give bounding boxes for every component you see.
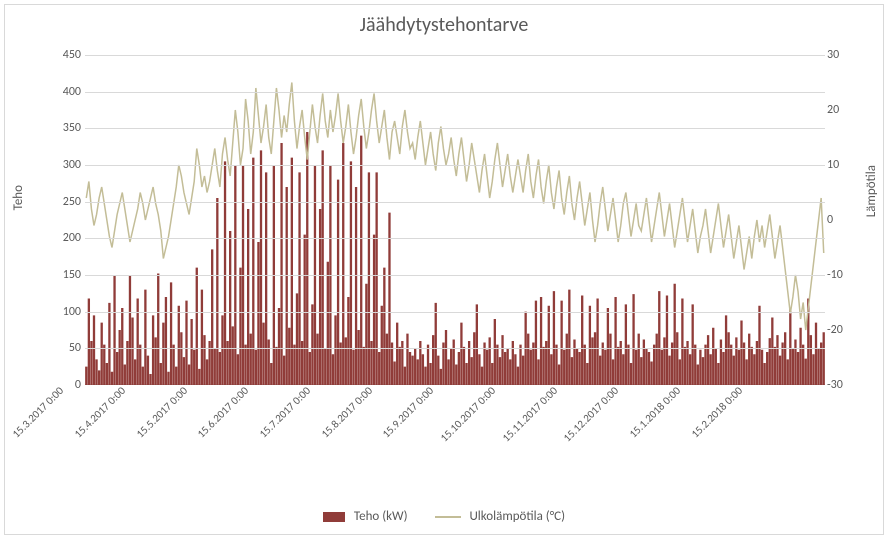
gridline	[85, 165, 825, 166]
y2-tick: 30	[827, 48, 877, 62]
chart-title: Jäähdytystehontarve	[5, 13, 883, 37]
y1-tick: 0	[5, 378, 81, 392]
legend: Teho (kW) Ulkolämpötila (°C)	[5, 509, 883, 524]
y1-tick: 200	[5, 231, 81, 245]
gridline	[85, 128, 825, 129]
y2-tick-labels: -30-20-100102030	[827, 55, 877, 385]
legend-label-temp: Ulkolämpötila (°C)	[469, 509, 565, 524]
y1-tick: 300	[5, 158, 81, 172]
y1-tick: 50	[5, 341, 81, 355]
x-tick-labels: 15.3.2017 0:0015.4.2017 0:0015.5.2017 0:…	[85, 387, 825, 487]
y2-tick: 0	[827, 213, 877, 227]
y1-tick: 350	[5, 121, 81, 135]
gridline	[85, 275, 825, 276]
y1-tick: 250	[5, 195, 81, 209]
y1-tick: 400	[5, 85, 81, 99]
legend-swatch-temp	[435, 516, 461, 518]
y1-tick: 100	[5, 305, 81, 319]
y1-tick: 150	[5, 268, 81, 282]
y2-tick: 20	[827, 103, 877, 117]
legend-label-teho: Teho (kW)	[354, 509, 408, 524]
y1-tick-labels: 050100150200250300350400450	[5, 55, 81, 385]
y2-tick: -20	[827, 323, 877, 337]
plot-area	[85, 55, 825, 385]
gridline	[85, 312, 825, 313]
gridline	[85, 92, 825, 93]
y2-tick: 10	[827, 158, 877, 172]
gridline	[85, 238, 825, 239]
y1-tick: 450	[5, 48, 81, 62]
data-layer	[85, 55, 825, 385]
legend-swatch-teho	[323, 512, 345, 522]
gridline	[85, 202, 825, 203]
gridline	[85, 348, 825, 349]
y2-tick: -10	[827, 268, 877, 282]
gridline	[85, 55, 825, 56]
y2-tick: -30	[827, 378, 877, 392]
chart-frame: Jäähdytystehontarve Teho Lämpötila 05010…	[4, 4, 884, 535]
